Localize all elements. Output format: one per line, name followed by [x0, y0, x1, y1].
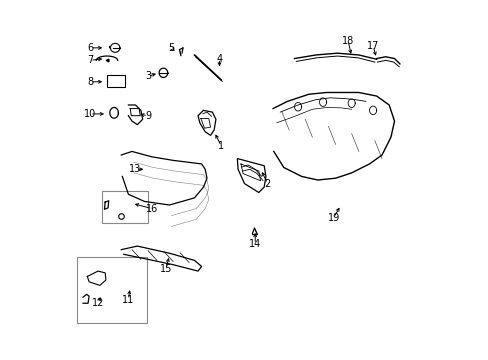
Text: 15: 15	[160, 264, 172, 274]
Text: 2: 2	[264, 179, 270, 189]
Text: 17: 17	[366, 41, 379, 51]
Text: 3: 3	[144, 71, 151, 81]
Text: 9: 9	[144, 111, 151, 121]
Text: 5: 5	[168, 43, 174, 53]
Text: 8: 8	[87, 77, 93, 87]
Text: 11: 11	[122, 295, 134, 305]
Text: 7: 7	[87, 55, 93, 65]
Text: 12: 12	[92, 298, 104, 308]
Text: 10: 10	[84, 109, 96, 119]
Text: 13: 13	[129, 164, 142, 174]
Text: 16: 16	[145, 203, 158, 213]
Text: 1: 1	[218, 141, 224, 151]
Text: 18: 18	[341, 36, 353, 46]
Bar	[102, 191, 148, 223]
Text: 4: 4	[216, 54, 222, 64]
Text: 6: 6	[87, 43, 93, 53]
Bar	[77, 257, 147, 323]
Text: 14: 14	[248, 239, 261, 249]
Text: 19: 19	[327, 212, 339, 222]
